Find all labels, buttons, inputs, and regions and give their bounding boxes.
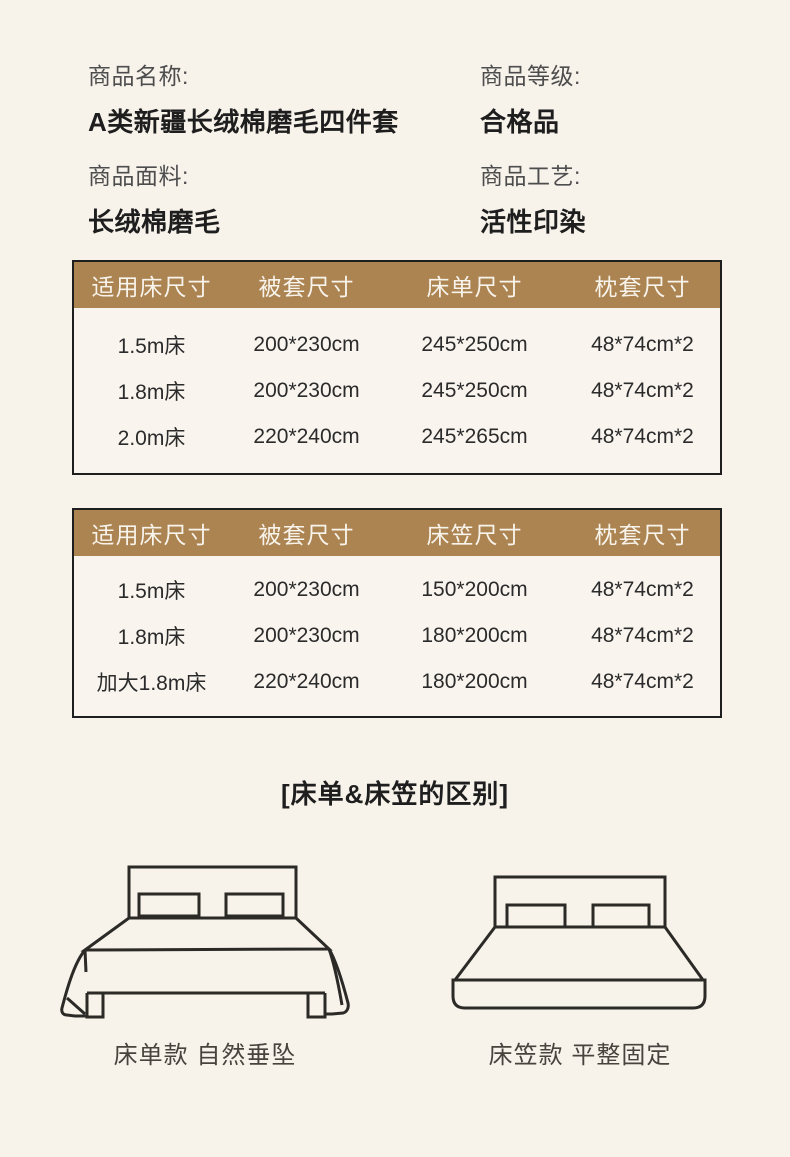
table-cell: 220*240cm xyxy=(253,670,360,693)
sheet-top xyxy=(80,916,333,952)
table-cell: 150*200cm xyxy=(421,578,528,601)
table-row: 1.8m床 200*230cm 245*250cm 48*74cm*2 xyxy=(74,368,720,414)
table-cell: 48*74cm*2 xyxy=(591,670,694,693)
headboard xyxy=(493,875,667,929)
table-row: 1.8m床 200*230cm 180*200cm 48*74cm*2 xyxy=(74,613,720,659)
field-value: 长绒棉磨毛 xyxy=(88,207,221,237)
bed-leg xyxy=(85,993,105,1019)
table-header-row: 适用床尺寸 被套尺寸 床单尺寸 枕套尺寸 xyxy=(74,262,720,308)
table-row: 1.5m床 200*230cm 245*250cm 48*74cm*2 xyxy=(74,322,720,368)
product-craft-field: 商品工艺: 活性印染 xyxy=(480,157,790,239)
size-table-sheet: 适用床尺寸 被套尺寸 床单尺寸 枕套尺寸 1.5m床 200*230cm 245… xyxy=(72,260,722,475)
table-cell: 2.0m床 xyxy=(117,427,186,450)
table-cell: 1.8m床 xyxy=(117,381,186,404)
bed-fitted-illustration xyxy=(451,875,707,1010)
size-table-fitted: 适用床尺寸 被套尺寸 床笠尺寸 枕套尺寸 1.5m床 200*230cm 150… xyxy=(72,508,722,718)
pillow-icon xyxy=(505,903,567,929)
table-cell: 加大1.8m床 xyxy=(96,672,207,695)
mattress-base xyxy=(451,978,707,1010)
sheet-fold-line xyxy=(83,949,88,973)
product-fabric-field: 商品面料: 长绒棉磨毛 xyxy=(88,157,468,239)
field-label: 商品等级: xyxy=(480,63,581,89)
table-body: 1.5m床 200*230cm 245*250cm 48*74cm*2 1.8m… xyxy=(74,308,720,460)
field-value: A类新疆长绒棉磨毛四件套 xyxy=(88,107,399,137)
table-cell: 48*74cm*2 xyxy=(591,425,694,448)
table-cell: 180*200cm xyxy=(421,670,528,693)
field-label: 商品工艺: xyxy=(480,163,581,189)
column-header: 床单尺寸 xyxy=(426,274,523,300)
column-header: 被套尺寸 xyxy=(258,274,355,300)
pillow-icon xyxy=(224,892,285,918)
table-cell: 200*230cm xyxy=(253,379,360,402)
table-row: 加大1.8m床 220*240cm 180*200cm 48*74cm*2 xyxy=(74,659,720,705)
mattress-top xyxy=(451,925,706,982)
table-cell: 1.5m床 xyxy=(117,335,186,358)
column-header: 枕套尺寸 xyxy=(594,522,691,548)
table-cell: 220*240cm xyxy=(253,425,360,448)
column-header: 适用床尺寸 xyxy=(91,274,212,300)
product-grade-field: 商品等级: 合格品 xyxy=(480,57,790,139)
table-cell: 245*265cm xyxy=(421,425,528,448)
pillow-icon xyxy=(137,892,201,918)
table-cell: 48*74cm*2 xyxy=(591,578,694,601)
field-value: 合格品 xyxy=(480,107,560,137)
table-cell: 1.8m床 xyxy=(117,626,186,649)
table-cell: 180*200cm xyxy=(421,624,528,647)
column-header: 枕套尺寸 xyxy=(594,274,691,300)
table-cell: 245*250cm xyxy=(421,333,528,356)
product-name-field: 商品名称: A类新疆长绒棉磨毛四件套 xyxy=(88,57,468,139)
section-title: [床单&床笠的区别] xyxy=(280,779,510,809)
bed-sheet-illustration xyxy=(60,865,350,1019)
table-row: 2.0m床 220*240cm 245*265cm 48*74cm*2 xyxy=(74,414,720,460)
table-cell: 1.5m床 xyxy=(117,580,186,603)
table-cell: 48*74cm*2 xyxy=(591,624,694,647)
bed-leg xyxy=(306,993,327,1019)
column-header: 适用床尺寸 xyxy=(91,522,212,548)
pillow-icon xyxy=(591,903,651,929)
table-header-row: 适用床尺寸 被套尺寸 床笠尺寸 枕套尺寸 xyxy=(74,510,720,556)
sheet-fold-line xyxy=(327,948,344,1006)
figure-caption: 床笠款 平整固定 xyxy=(488,1042,672,1069)
table-cell: 200*230cm xyxy=(253,624,360,647)
sheet-fold-line xyxy=(66,996,86,1016)
table-cell: 48*74cm*2 xyxy=(591,333,694,356)
field-label: 商品面料: xyxy=(88,163,189,189)
table-cell: 200*230cm xyxy=(253,333,360,356)
field-value: 活性印染 xyxy=(480,207,587,237)
sheet-drape-left xyxy=(60,949,89,1018)
table-cell: 245*250cm xyxy=(421,379,528,402)
table-row: 1.5m床 200*230cm 150*200cm 48*74cm*2 xyxy=(74,567,720,613)
table-cell: 48*74cm*2 xyxy=(591,379,694,402)
sheet-drape-right xyxy=(323,948,350,1016)
figure-caption: 床单款 自然垂坠 xyxy=(113,1042,297,1069)
column-header: 床笠尺寸 xyxy=(426,522,523,548)
field-label: 商品名称: xyxy=(88,63,189,89)
table-body: 1.5m床 200*230cm 150*200cm 48*74cm*2 1.8m… xyxy=(74,556,720,705)
column-header: 被套尺寸 xyxy=(258,522,355,548)
table-cell: 200*230cm xyxy=(253,578,360,601)
